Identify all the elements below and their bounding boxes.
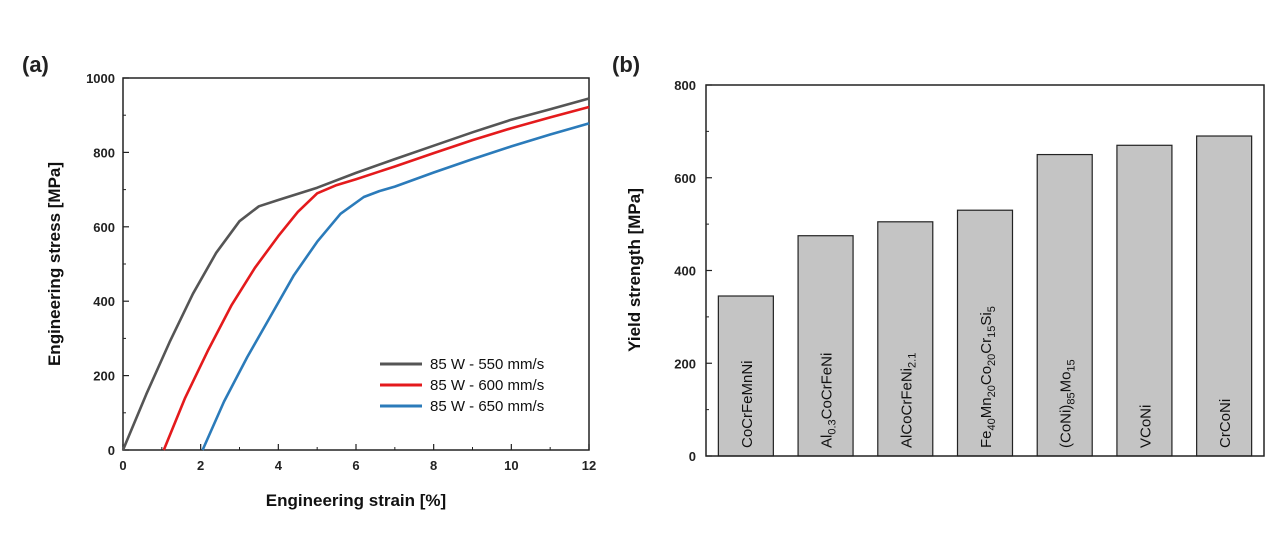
legend-label-1: 85 W - 550 mm/s (430, 356, 544, 373)
bar-5 (1036, 153, 1093, 457)
panel-b-y-tick-label: 800 (674, 78, 696, 93)
panel-b-bar-chart: (b) 0 200 400 600 800 CoCrFeMnNi Al0.3CoCrFeN… (612, 52, 1265, 464)
panel-a-x-tick-label: 10 (504, 458, 518, 473)
bar-label-segment: Mn (978, 397, 995, 418)
bar-label-1: CoCrFeMnNi (739, 360, 756, 448)
bar-label-segment: 5 (986, 306, 998, 312)
panel-a-y-tick-label: 1000 (86, 71, 115, 86)
panel-b-y-tick-label: 200 (674, 356, 696, 371)
bar-label-segment: (CoNi) (1058, 405, 1075, 448)
bar-label-segment: 85 (1066, 392, 1078, 404)
panel-a-ticks: 0 2 4 6 8 10 12 0 200 400 600 800 1000 (86, 71, 596, 473)
legend-label-3: 85 W - 650 mm/s (430, 398, 544, 415)
panel-a-legend: 85 W - 550 mm/s 85 W - 600 mm/s 85 W - 650… (380, 356, 544, 415)
panel-a-x-tick-label: 8 (430, 458, 437, 473)
bar-label-3: AlCoCrFeNi2.1 (898, 353, 918, 448)
bar-label-segment: Cr (978, 338, 995, 354)
panel-a-plot-frame (122, 77, 590, 451)
panel-a-x-tick-label: 4 (275, 458, 283, 473)
bar-label-segment: Mo (1058, 372, 1075, 393)
panel-a-y-tick-label: 0 (108, 443, 115, 458)
bar-label-segment: Co (978, 366, 995, 385)
bar-2 (797, 235, 854, 457)
panel-a-x-tick-label: 6 (352, 458, 359, 473)
panel-b-y-tick-label: 0 (689, 449, 696, 464)
panel-a-label: (a) (22, 52, 49, 77)
panel-b-ticks: 0 200 400 600 800 (674, 78, 712, 464)
panel-a-x-tick-label: 0 (119, 458, 126, 473)
bar-label-segment: CoCrFeNi (819, 353, 836, 420)
panel-a-series (121, 97, 590, 451)
panel-b-plot-frame (705, 84, 1265, 457)
panel-b-y-tick-label: 400 (674, 264, 696, 279)
panel-a-y-tick-label: 200 (93, 369, 115, 384)
bar-label-segment: 2.1 (906, 353, 918, 368)
bar-label-segment: Fe (978, 430, 995, 448)
bar-label-segment: 15 (1066, 359, 1078, 371)
bar-label-4: Fe40Mn20Co20Cr15Si5 (978, 306, 998, 448)
panel-a-x-tick-label: 2 (197, 458, 204, 473)
bar-7 (1196, 135, 1253, 457)
bar-label-segment: 0.3 (827, 419, 839, 434)
series-line-2 (162, 105, 590, 451)
legend-label-2: 85 W - 600 mm/s (430, 377, 544, 394)
bar-label-segment: VCoNi (1137, 405, 1154, 448)
series-line-1 (121, 97, 590, 451)
panel-a-y-axis-title: Engineering stress [MPa] (45, 162, 64, 366)
bar-label-segment: 20 (986, 385, 998, 397)
panel-a-x-tick-label: 12 (582, 458, 596, 473)
bar-6 (1116, 144, 1173, 457)
bar-label-segment: 20 (986, 354, 998, 366)
bar-1 (717, 295, 774, 457)
bar-label-2: Al0.3CoCrFeNi (819, 353, 839, 448)
bar-label-segment: 15 (986, 326, 998, 338)
series-line-3 (201, 122, 590, 451)
bar-label-6: VCoNi (1137, 405, 1154, 448)
bar-label-segment: Al (819, 435, 836, 448)
bar-label-7: CrCoNi (1217, 399, 1234, 448)
panel-a-line-chart: (a) 0 2 4 6 8 10 12 0 200 400 600 800 1000 Engineeri… (22, 52, 596, 510)
panel-a-y-tick-label: 800 (93, 145, 115, 160)
panel-b-label: (b) (612, 52, 640, 77)
bar-4 (956, 209, 1014, 457)
panel-a-x-axis-title: Engineering strain [%] (266, 491, 446, 510)
bar-label-segment: Si (978, 312, 995, 325)
panel-a-y-tick-label: 400 (93, 294, 115, 309)
bar-label-5: (CoNi)85Mo15 (1058, 359, 1078, 448)
bar-label-segment: 40 (986, 418, 998, 430)
panel-b-y-tick-label: 600 (674, 171, 696, 186)
panel-b-bars: CoCrFeMnNi Al0.3CoCrFeNi AlCoCrFeNi2.1Fe40… (717, 135, 1253, 457)
panel-a-y-tick-label: 600 (93, 220, 115, 235)
bar-label-segment: CrCoNi (1217, 399, 1234, 448)
panel-b-y-axis-title: Yield strength [MPa] (625, 188, 644, 352)
bar-3 (877, 221, 934, 457)
bar-label-segment: CoCrFeMnNi (739, 360, 756, 448)
bar-label-segment: AlCoCrFeNi (898, 368, 915, 448)
